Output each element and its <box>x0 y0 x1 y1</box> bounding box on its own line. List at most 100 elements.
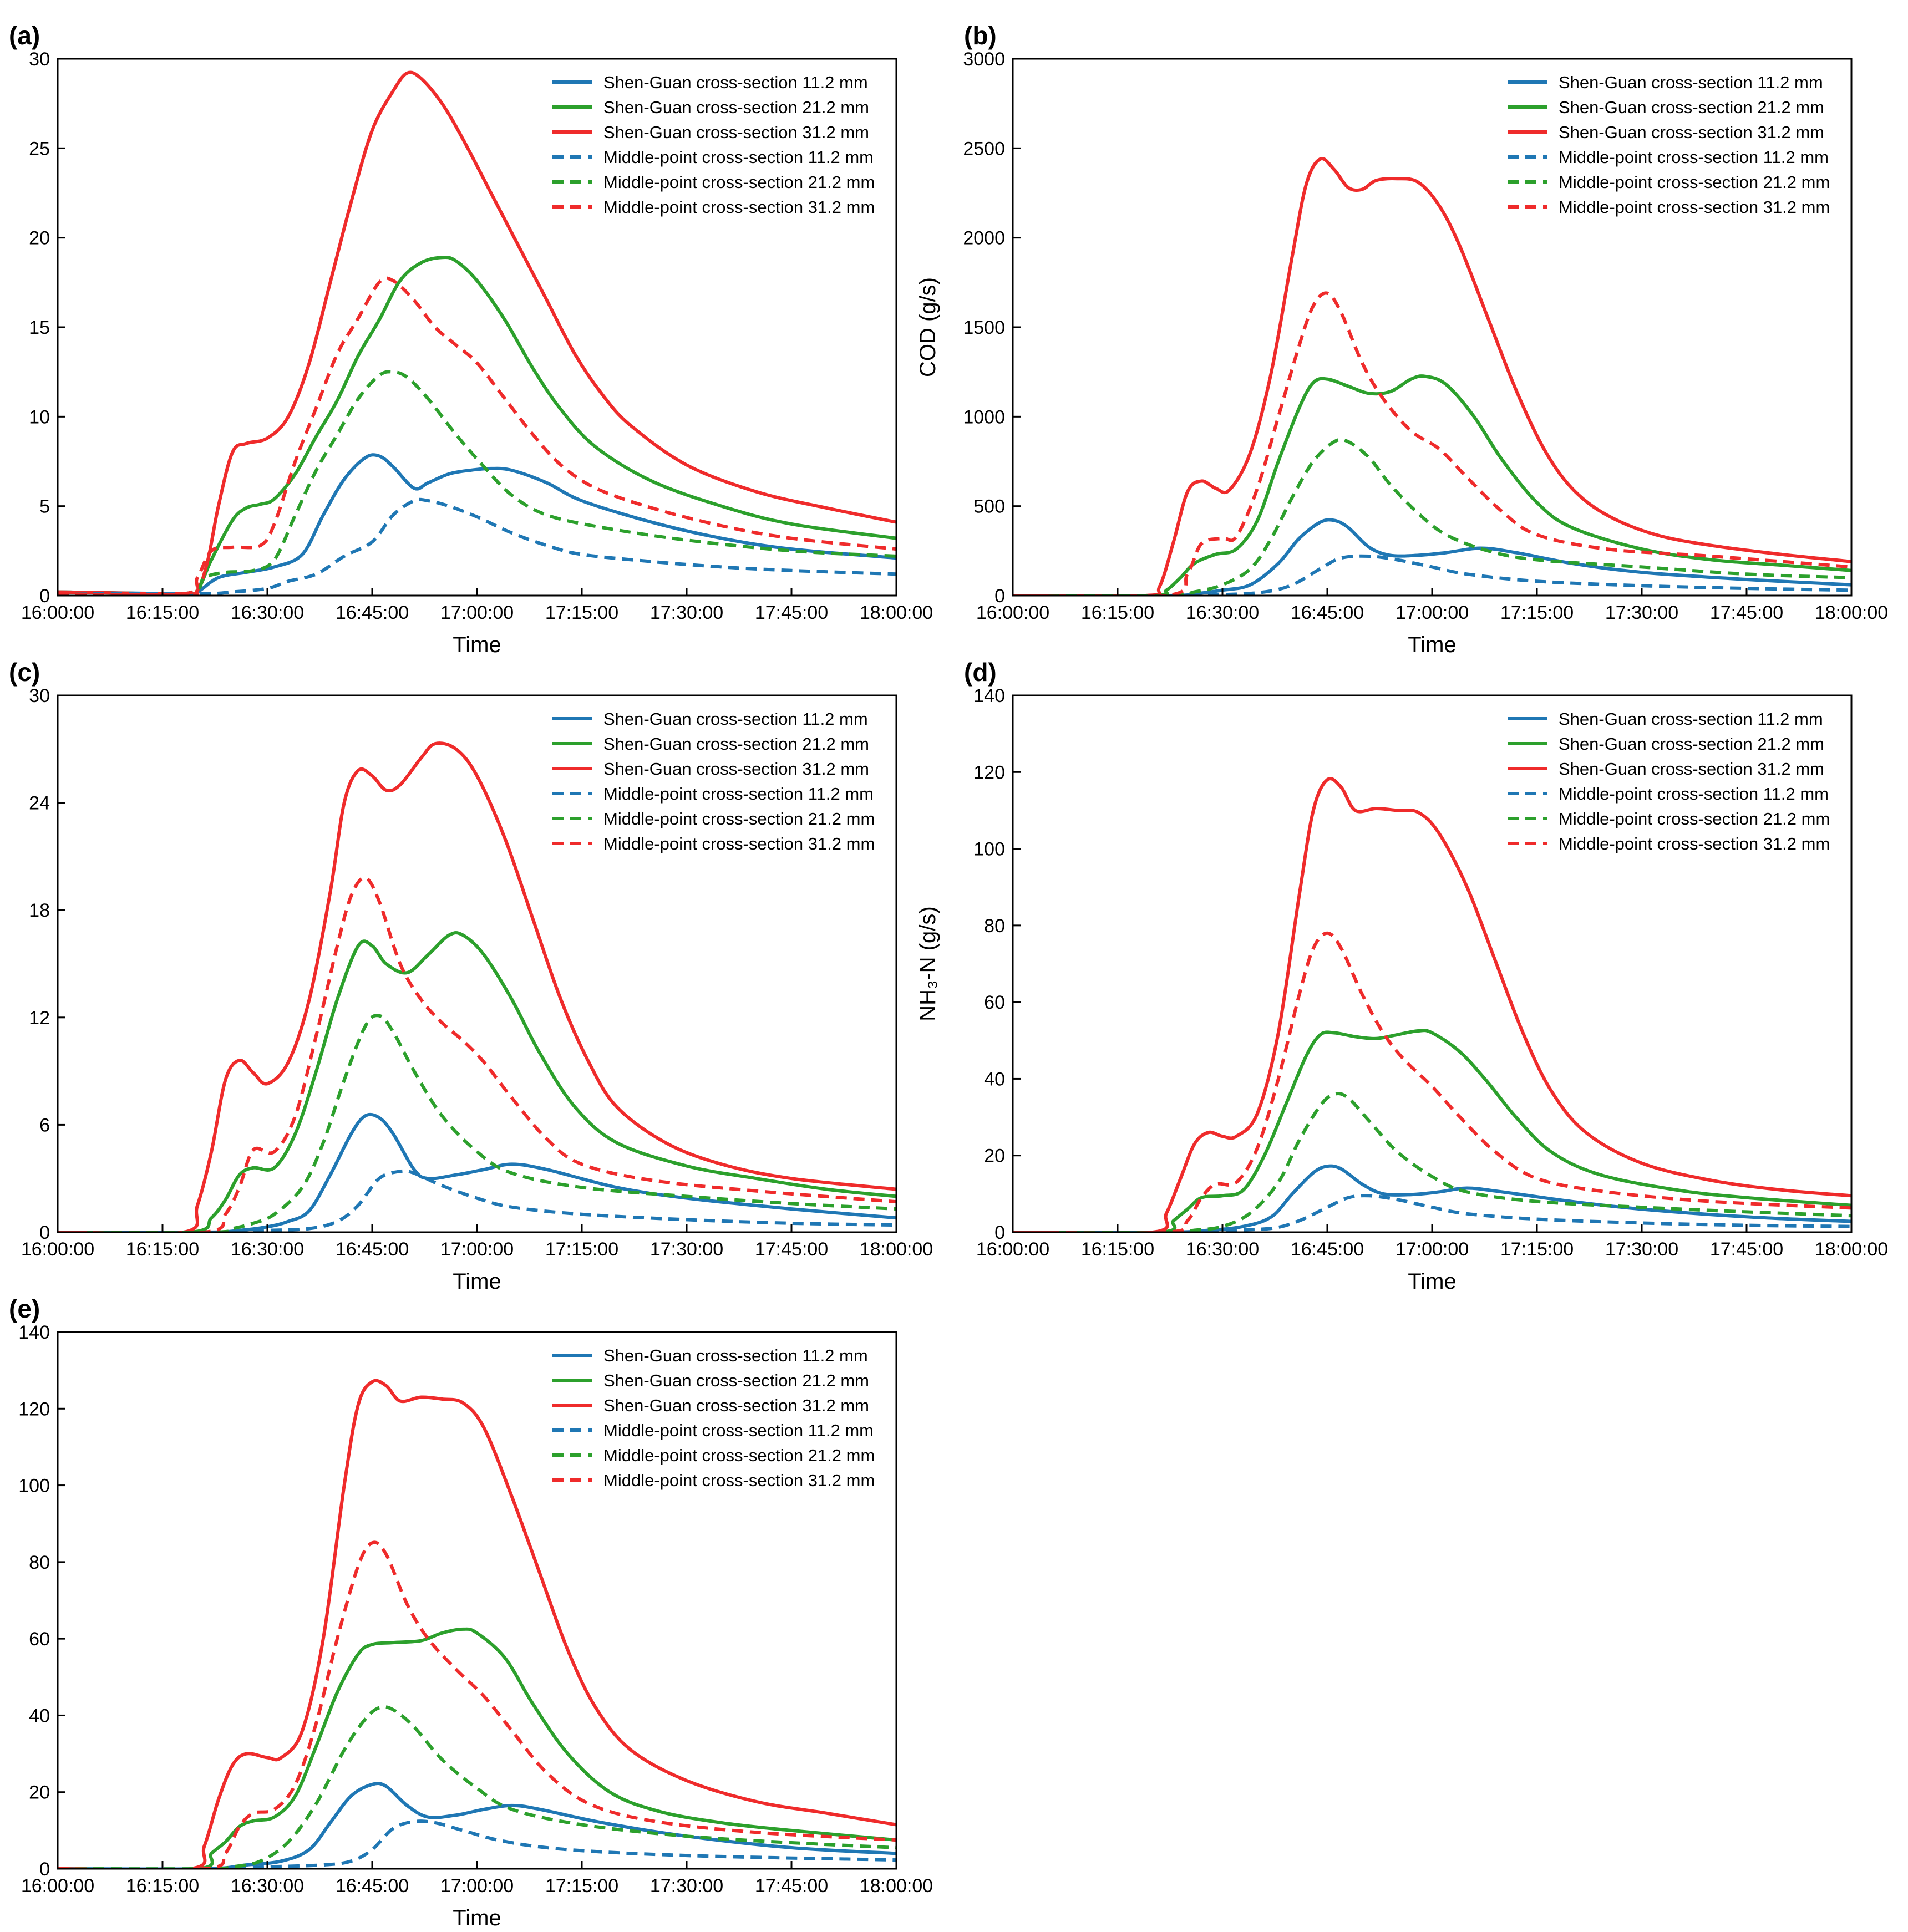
series-line-6 <box>1013 931 1851 1232</box>
series-line-2 <box>58 255 896 596</box>
legend-label: Shen-Guan cross-section 21.2 mm <box>1559 734 1824 754</box>
legend-label: Shen-Guan cross-section 31.2 mm <box>603 123 869 142</box>
y-tick-label: 5 <box>39 496 50 517</box>
x-tick-label: 17:45:00 <box>755 602 828 623</box>
x-tick-label: 17:30:00 <box>1605 1239 1678 1260</box>
y-tick-label: 1500 <box>963 317 1005 338</box>
y-tick-label: 20 <box>29 228 50 249</box>
y-tick-label: 0 <box>994 1222 1005 1243</box>
y-tick-label: 30 <box>29 685 50 706</box>
y-axis-label: NH₃-N (g/s) <box>916 906 940 1021</box>
y-tick-label: 100 <box>18 1476 50 1497</box>
x-tick-label: 17:00:00 <box>1396 1239 1469 1260</box>
x-tick-label: 16:00:00 <box>21 602 94 623</box>
x-tick-label: 18:00:00 <box>860 1875 933 1897</box>
series-line-1 <box>58 1112 896 1232</box>
x-tick-label: 18:00:00 <box>860 1239 933 1260</box>
legend: Shen-Guan cross-section 11.2 mm Shen-Guan… <box>1508 73 1830 217</box>
x-tick-label: 17:00:00 <box>440 602 514 623</box>
x-tick-label: 17:45:00 <box>1710 602 1783 623</box>
x-tick-label: 16:30:00 <box>231 602 304 623</box>
series-line-5 <box>1013 1092 1851 1232</box>
x-tick-label: 17:45:00 <box>1710 1239 1783 1260</box>
legend-label: Middle-point cross-section 31.2 mm <box>603 197 875 217</box>
series-line-5 <box>58 1705 896 1869</box>
legend-label: Shen-Guan cross-section 31.2 mm <box>603 1396 869 1415</box>
series-line-5 <box>1013 438 1851 596</box>
legend-label: Shen-Guan cross-section 21.2 mm <box>603 1371 869 1390</box>
y-tick-label: 2500 <box>963 138 1005 159</box>
legend: Shen-Guan cross-section 11.2 mm Shen-Guan… <box>552 73 875 217</box>
x-tick-label: 16:30:00 <box>231 1875 304 1897</box>
x-tick-label: 17:15:00 <box>545 1239 618 1260</box>
legend-label: Shen-Guan cross-section 11.2 mm <box>603 73 868 92</box>
y-tick-label: 500 <box>973 496 1005 517</box>
series-line-6 <box>58 1540 896 1869</box>
y-tick-label: 15 <box>29 317 50 338</box>
legend-label: Shen-Guan cross-section 31.2 mm <box>1559 759 1824 779</box>
legend-label: Middle-point cross-section 11.2 mm <box>603 784 874 804</box>
series-lines <box>58 741 896 1232</box>
legend-label: Middle-point cross-section 11.2 mm <box>603 148 874 167</box>
x-tick-label: 16:15:00 <box>1081 1239 1154 1260</box>
legend-label: Middle-point cross-section 21.2 mm <box>1559 172 1830 192</box>
x-tick-label: 17:30:00 <box>1605 602 1678 623</box>
x-tick-label: 17:00:00 <box>1396 602 1469 623</box>
panel-label: (d) <box>964 658 997 687</box>
x-tick-label: 16:30:00 <box>1186 1239 1259 1260</box>
x-tick-label: 16:00:00 <box>976 602 1049 623</box>
x-axis-label: Time <box>453 1906 501 1930</box>
series-line-3 <box>1013 777 1851 1232</box>
series-line-1 <box>1013 518 1851 596</box>
y-tick-label: 100 <box>973 839 1005 860</box>
y-tick-label: 24 <box>29 793 50 814</box>
legend-label: Shen-Guan cross-section 11.2 mm <box>603 709 868 729</box>
y-tick-label: 40 <box>29 1705 50 1726</box>
series-lines <box>58 1379 896 1869</box>
x-tick-label: 16:45:00 <box>336 1239 409 1260</box>
series-line-3 <box>58 741 896 1232</box>
series-line-3 <box>1013 157 1851 596</box>
panel-label: (c) <box>9 658 40 687</box>
x-axis-label: Time <box>453 1269 501 1294</box>
legend-label: Middle-point cross-section 21.2 mm <box>1559 809 1830 828</box>
x-tick-label: 16:00:00 <box>21 1875 94 1897</box>
chart-panel-e: (e) 16:00:00 16:15:00 16:30:00 16:45:00 17:00… <box>9 1294 933 1930</box>
panel-label: (e) <box>9 1294 40 1323</box>
legend-label: Shen-Guan cross-section 21.2 mm <box>603 98 869 117</box>
chart-panel-a: (a) 16:00:00 16:15:00 16:30:00 16:45:00 17:00… <box>9 21 933 657</box>
x-axis-label: Time <box>1408 1269 1456 1294</box>
x-tick-label: 16:00:00 <box>21 1239 94 1260</box>
y-tick-label: 18 <box>29 900 50 921</box>
x-tick-label: 18:00:00 <box>860 602 933 623</box>
legend-label: Middle-point cross-section 21.2 mm <box>603 809 875 828</box>
y-axis-label: COD (g/s) <box>916 277 940 377</box>
series-line-3 <box>58 1379 896 1869</box>
y-tick-label: 80 <box>984 916 1005 937</box>
series-line-3 <box>58 70 896 596</box>
legend-label: Middle-point cross-section 11.2 mm <box>1559 784 1829 804</box>
series-line-2 <box>1013 374 1851 596</box>
x-tick-label: 17:15:00 <box>1500 1239 1574 1260</box>
legend-label: Middle-point cross-section 11.2 mm <box>603 1421 874 1440</box>
x-tick-label: 16:15:00 <box>126 1239 199 1260</box>
x-tick-label: 16:45:00 <box>1291 602 1364 623</box>
legend: Shen-Guan cross-section 11.2 mm Shen-Guan… <box>552 1346 875 1490</box>
legend-label: Shen-Guan cross-section 31.2 mm <box>603 759 869 779</box>
legend-label: Middle-point cross-section 11.2 mm <box>1559 148 1829 167</box>
x-tick-label: 16:45:00 <box>336 1875 409 1897</box>
x-tick-label: 18:00:00 <box>1815 1239 1888 1260</box>
series-line-6 <box>58 876 896 1232</box>
x-tick-label: 17:30:00 <box>650 1239 723 1260</box>
x-tick-label: 16:15:00 <box>1081 602 1154 623</box>
y-tick-label: 0 <box>39 586 50 607</box>
legend-label: Shen-Guan cross-section 21.2 mm <box>1559 98 1824 117</box>
y-tick-label: 40 <box>984 1069 1005 1090</box>
legend: Shen-Guan cross-section 11.2 mm Shen-Guan… <box>1508 709 1830 853</box>
panel-label: (a) <box>9 21 40 50</box>
series-line-1 <box>58 453 896 596</box>
chart-panel-c: (c) 16:00:00 16:15:00 16:30:00 16:45:00 17:00… <box>9 658 933 1294</box>
series-line-6 <box>58 276 896 596</box>
series-line-5 <box>58 1014 896 1232</box>
series-lines <box>1013 157 1851 596</box>
